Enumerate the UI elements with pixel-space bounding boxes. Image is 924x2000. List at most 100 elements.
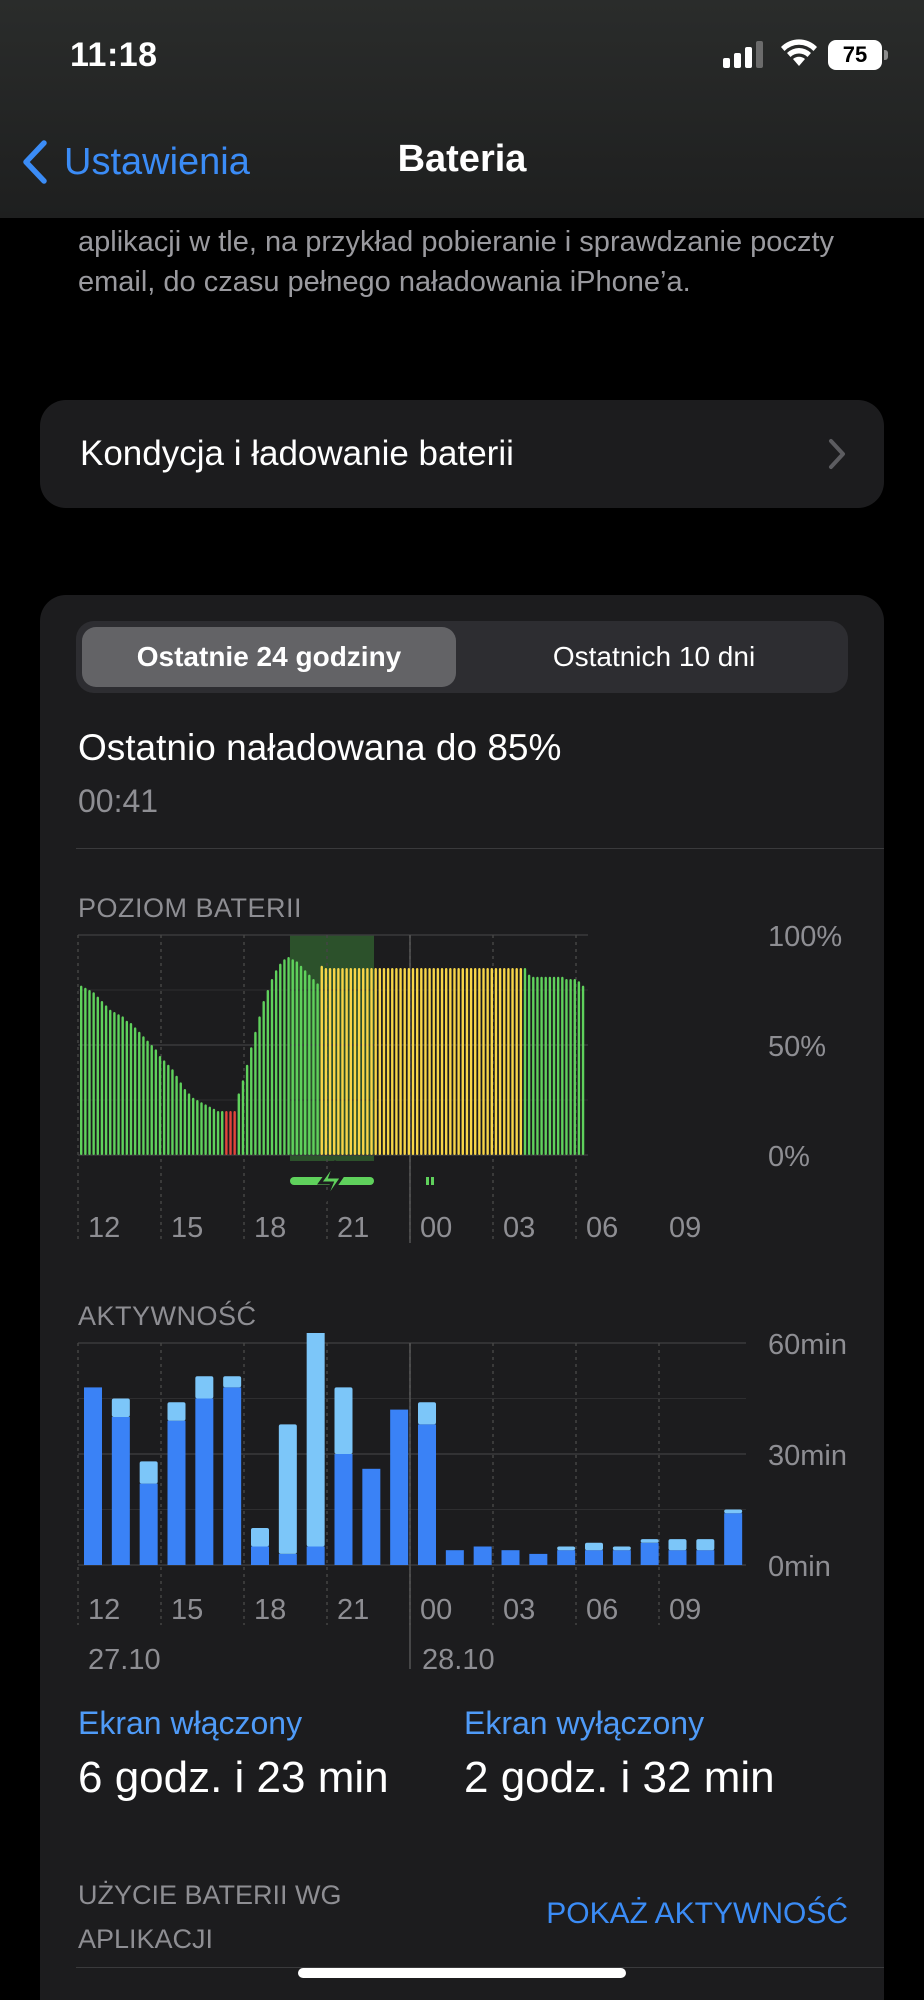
- battery-health-label: Kondycja i ładowanie baterii: [80, 434, 514, 473]
- charging-band: [290, 935, 374, 1161]
- battery-bar: [204, 1104, 207, 1155]
- battery-bar: [216, 1111, 220, 1155]
- show-activity-link[interactable]: POKAŻ AKTYWNOŚĆ: [546, 1897, 848, 1930]
- battery-bar: [212, 1108, 216, 1155]
- battery-bar: [109, 1009, 112, 1155]
- activity-bar-screen-on: [668, 1550, 687, 1565]
- home-indicator[interactable]: [298, 1968, 626, 1978]
- x-tick-label: 03: [503, 1212, 535, 1244]
- battery-bar: [523, 968, 527, 1155]
- activity-bar-screen-off: [612, 1546, 631, 1551]
- battery-bar: [237, 1093, 241, 1155]
- battery-bar: [179, 1082, 182, 1155]
- battery-bar: [250, 1047, 253, 1155]
- battery-bar: [104, 1005, 108, 1155]
- activity-bar-screen-off: [334, 1387, 353, 1454]
- battery-bar: [465, 968, 469, 1155]
- battery-bar: [225, 1111, 228, 1155]
- activity-bar-screen-on: [306, 1546, 325, 1565]
- y-tick-label: 30min: [768, 1440, 847, 1472]
- battery-bar: [291, 959, 294, 1155]
- battery-health-row[interactable]: Kondycja i ładowanie baterii: [40, 400, 884, 508]
- battery-bar: [241, 1080, 245, 1155]
- back-button[interactable]: Ustawienia: [20, 136, 250, 188]
- activity-bar-screen-off: [557, 1546, 576, 1551]
- battery-bar: [349, 968, 352, 1155]
- battery-bar: [229, 1111, 232, 1155]
- charging-indicator: [431, 1177, 434, 1185]
- chevron-right-icon: [829, 439, 845, 469]
- activity-bar-screen-on: [84, 1387, 102, 1565]
- battery-bar: [453, 968, 456, 1155]
- period-segmented-control[interactable]: Ostatnie 24 godziny Ostatnich 10 dni: [76, 621, 848, 693]
- battery-bar: [337, 968, 340, 1155]
- battery-bar: [565, 979, 568, 1155]
- x-tick-label: 09: [669, 1594, 701, 1626]
- divider: [76, 1967, 884, 1968]
- battery-bar: [382, 968, 386, 1155]
- y-tick-label: 0min: [768, 1551, 831, 1583]
- battery-bar: [320, 965, 323, 1155]
- battery-bar: [345, 968, 348, 1155]
- battery-bar: [498, 968, 502, 1155]
- battery-bar: [308, 974, 311, 1155]
- intro-text: aplikacji w tle, na przykład pobieranie …: [78, 226, 834, 298]
- battery-bar: [511, 968, 514, 1155]
- activity-bar-screen-off: [585, 1542, 603, 1551]
- battery-bar: [548, 976, 552, 1155]
- battery-bar: [432, 968, 435, 1155]
- battery-bar: [270, 979, 274, 1155]
- x-tick-label: 18: [254, 1212, 286, 1244]
- battery-bar: [540, 976, 543, 1155]
- activity-bar-screen-on: [334, 1454, 353, 1565]
- y-tick-label: 100%: [768, 925, 842, 953]
- battery-bar: [146, 1040, 149, 1155]
- battery-bar: [461, 968, 464, 1155]
- battery-bar: [378, 968, 382, 1155]
- battery-bar: [187, 1093, 191, 1155]
- battery-bar: [581, 985, 585, 1155]
- battery-bar: [295, 961, 299, 1155]
- x-tick-label: 03: [503, 1594, 535, 1626]
- y-tick-label: 0%: [768, 1141, 810, 1173]
- activity-bar-screen-on: [139, 1483, 158, 1565]
- battery-bar: [138, 1031, 141, 1155]
- battery-bar: [200, 1102, 203, 1155]
- activity-bar-screen-off: [167, 1402, 186, 1421]
- battery-bar: [366, 968, 369, 1155]
- battery-bar: [428, 968, 431, 1155]
- wifi-icon: [781, 39, 817, 66]
- charging-indicator: [426, 1177, 429, 1185]
- battery-bar: [88, 990, 91, 1155]
- battery-bar: [399, 968, 402, 1155]
- battery-bar: [494, 968, 498, 1155]
- battery-bar: [233, 1111, 236, 1155]
- activity-bar-screen-on: [195, 1398, 214, 1565]
- activity-bar-screen-on: [557, 1550, 576, 1565]
- battery-bar: [142, 1036, 145, 1155]
- x-tick-label: 09: [669, 1212, 701, 1244]
- battery-bar: [507, 968, 510, 1155]
- battery-bar: [92, 992, 95, 1155]
- activity-bar-screen-on: [418, 1424, 436, 1565]
- battery-bar: [121, 1016, 124, 1155]
- battery-bar: [299, 965, 303, 1155]
- page-title: Bateria: [397, 138, 527, 180]
- battery-bar: [357, 968, 361, 1155]
- back-label: Ustawienia: [64, 140, 250, 183]
- battery-bar: [333, 968, 336, 1155]
- activity-bar-screen-on: [612, 1550, 631, 1565]
- battery-bar: [391, 968, 394, 1155]
- activity-bar-screen-off: [223, 1376, 242, 1388]
- battery-bar: [171, 1069, 174, 1155]
- activity-bar-screen-on: [445, 1550, 464, 1565]
- segment-last-24h[interactable]: Ostatnie 24 godziny: [82, 627, 456, 687]
- battery-bar: [469, 968, 473, 1155]
- segment-last-10-days[interactable]: Ostatnich 10 dni: [552, 641, 756, 672]
- battery-bar: [519, 968, 523, 1155]
- battery-bar: [328, 968, 332, 1155]
- battery-bar: [117, 1014, 120, 1155]
- battery-bar: [552, 976, 556, 1155]
- battery-bar: [403, 968, 406, 1155]
- x-tick-label: 06: [586, 1594, 618, 1626]
